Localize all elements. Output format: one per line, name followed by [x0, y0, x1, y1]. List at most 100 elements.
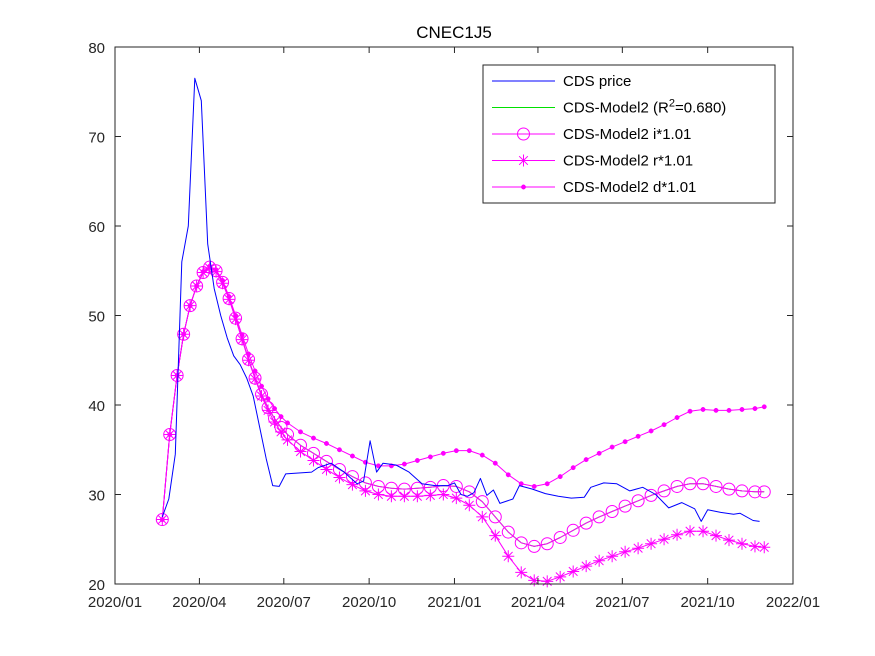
data-point-asterisk — [541, 575, 554, 588]
data-point-dot — [174, 373, 180, 378]
x-tick-label: 2022/01 — [766, 594, 820, 611]
legend-item: CDS-Model2 d*1.01 — [492, 179, 696, 196]
data-point-asterisk — [476, 510, 489, 523]
data-point-asterisk — [697, 525, 710, 538]
data-point-dot — [414, 458, 420, 463]
data-point-circle — [631, 494, 645, 508]
data-point-dot — [739, 407, 745, 412]
data-point-dot — [700, 407, 706, 412]
data-point-asterisk — [255, 390, 268, 403]
data-point-asterisk — [580, 560, 593, 573]
data-point-dot — [521, 184, 526, 190]
x-tick-label: 2020/10 — [342, 594, 396, 611]
data-point-asterisk — [346, 478, 359, 491]
legend: CDS price CDS-Model2 (R2=0.680) CDS-Model2… — [482, 64, 776, 204]
data-point-dot — [505, 472, 511, 478]
data-point-dot — [200, 269, 206, 275]
legend-item: CDS-Model2 (R2=0.680) — [492, 98, 726, 117]
data-point-asterisk — [567, 565, 580, 578]
data-point-circle — [462, 485, 476, 499]
data-point-asterisk — [684, 525, 697, 538]
data-point-dot — [544, 481, 550, 487]
data-point-circle — [757, 485, 771, 499]
data-point-asterisk — [229, 313, 242, 326]
data-point-circle — [618, 499, 632, 513]
data-point-dot — [278, 414, 284, 420]
data-point-circle — [527, 539, 541, 553]
data-point-dot — [246, 351, 252, 357]
data-point-dot — [687, 408, 693, 414]
data-point-dot — [635, 433, 641, 439]
legend-label: CDS-Model2 r*1.01 — [563, 153, 693, 170]
data-point-dot — [349, 453, 355, 459]
data-point-dot — [752, 406, 758, 412]
data-point-asterisk — [242, 354, 255, 367]
data-point-asterisk — [216, 277, 229, 290]
data-point-dot — [252, 368, 258, 374]
y-tick-label: 30 — [88, 488, 105, 505]
data-point-circle — [475, 495, 489, 509]
data-point-asterisk — [411, 490, 424, 503]
data-point-dot — [479, 452, 485, 458]
data-point-asterisk — [249, 373, 262, 386]
data-point-dot — [596, 450, 602, 456]
data-point-dot — [324, 441, 329, 446]
data-point-asterisk — [645, 537, 658, 550]
data-point-asterisk — [735, 537, 748, 550]
data-point-dot — [337, 447, 342, 453]
data-point-circle — [748, 485, 762, 499]
data-point-asterisk — [223, 293, 236, 306]
legend-label: CDS-Model2 i*1.01 — [563, 126, 691, 143]
x-tick-label: 2021/07 — [595, 594, 649, 611]
data-point-circle — [605, 505, 619, 519]
data-point-dot — [761, 404, 767, 410]
data-point-asterisk — [671, 528, 684, 541]
y-tick-label: 40 — [88, 398, 105, 415]
chart-title: CNEC1J5 — [416, 23, 492, 42]
data-point-dot — [726, 407, 732, 413]
data-point-dot — [181, 331, 187, 337]
data-point-circle — [735, 484, 749, 498]
y-tick-label: 70 — [88, 130, 105, 147]
data-point-asterisk — [372, 488, 385, 501]
data-point-dot — [259, 383, 264, 389]
data-point-asterisk — [275, 425, 288, 438]
x-tick-label: 2021/04 — [511, 594, 565, 611]
data-point-asterisk — [554, 570, 567, 583]
legend-label: CDS-Model2 (R2=0.680) — [563, 98, 726, 117]
data-point-dot — [609, 444, 615, 450]
data-point-dot — [187, 303, 193, 309]
data-point-asterisk — [619, 545, 632, 558]
data-point-asterisk — [398, 490, 411, 503]
y-tick-label: 60 — [88, 219, 105, 236]
data-point-asterisk — [658, 533, 671, 546]
data-point-dot — [674, 415, 680, 420]
data-point-dot — [220, 278, 226, 284]
data-point-circle — [709, 479, 723, 493]
legend-item: CDS-Model2 r*1.01 — [492, 153, 693, 170]
data-point-dot — [440, 450, 446, 456]
data-point-asterisk — [593, 554, 606, 567]
data-point-asterisk — [489, 529, 502, 542]
data-point-dot — [557, 474, 563, 480]
data-point-asterisk — [515, 566, 528, 579]
x-tick-label: 2020/07 — [257, 594, 311, 611]
series-layer — [155, 77, 771, 588]
data-point-dot — [311, 435, 316, 441]
data-point-circle — [553, 530, 567, 544]
series-cds-model2-r-1-01 — [156, 262, 771, 588]
data-point-circle — [517, 127, 530, 141]
data-point-dot — [167, 432, 173, 437]
data-point-asterisk — [632, 542, 645, 555]
data-point-asterisk — [385, 490, 398, 503]
data-point-asterisk — [437, 488, 450, 501]
data-point-dot — [159, 517, 165, 523]
data-point-asterisk — [710, 529, 723, 542]
data-point-circle — [683, 477, 697, 491]
data-point-asterisk — [758, 541, 771, 554]
data-point-dot — [648, 428, 654, 434]
data-point-asterisk — [463, 499, 476, 512]
data-point-dot — [401, 461, 407, 467]
data-point-circle — [566, 523, 580, 537]
data-point-asterisk — [748, 540, 761, 553]
